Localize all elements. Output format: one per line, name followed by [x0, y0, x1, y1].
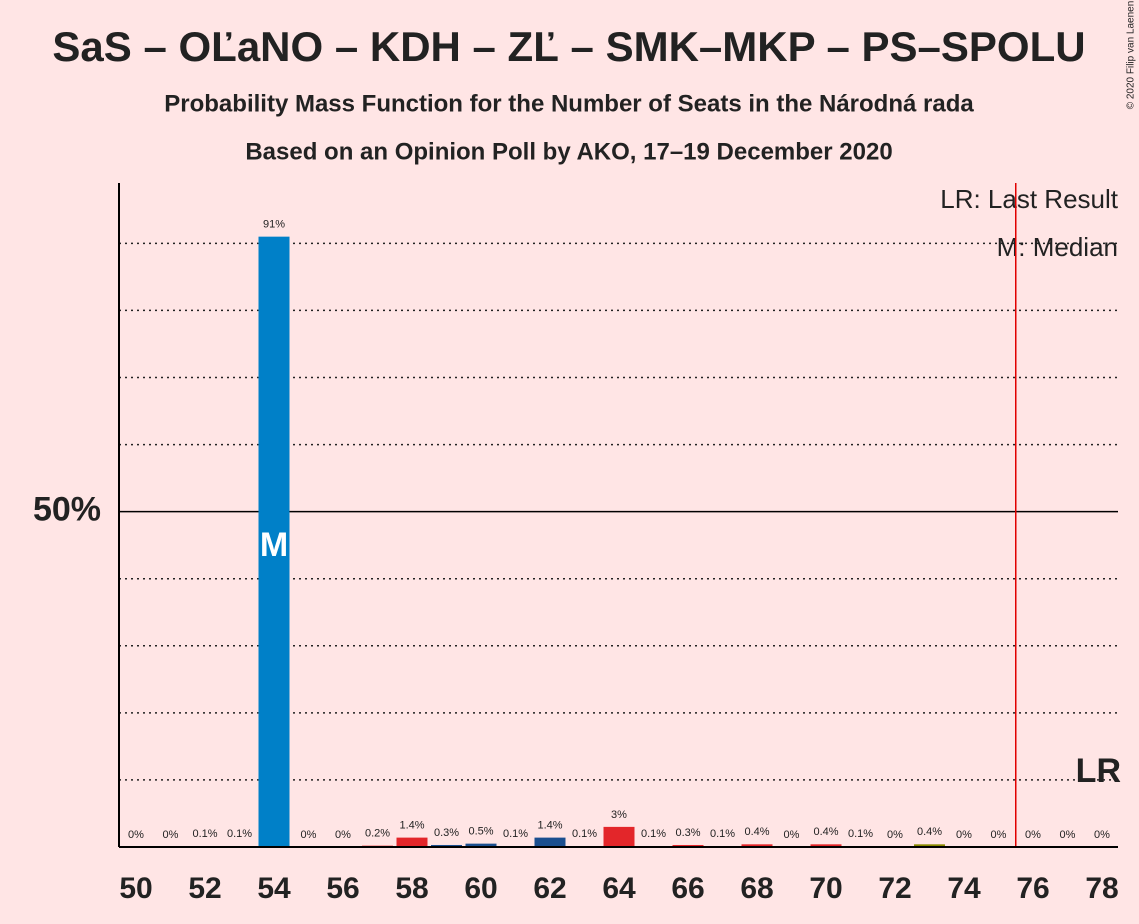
x-tick-label: 58 [395, 872, 428, 905]
x-tick-label: 66 [671, 872, 704, 905]
x-tick-label: 74 [947, 872, 981, 905]
bar [431, 844, 462, 847]
bar [741, 844, 773, 847]
data-label: 0.1% [572, 828, 597, 840]
data-label: 91% [263, 219, 285, 231]
data-label: 0.4% [917, 826, 942, 838]
data-label: 0.3% [675, 827, 700, 839]
bar [534, 837, 566, 847]
data-label: 0.1% [641, 828, 666, 840]
data-label: 0.1% [192, 828, 217, 840]
bar [603, 826, 635, 847]
bar [465, 843, 497, 847]
bar [810, 844, 842, 847]
data-label: 0.1% [227, 828, 252, 840]
last-result-label: LR [1076, 752, 1121, 790]
data-label: 0% [1094, 829, 1110, 841]
data-label: 3% [611, 809, 627, 821]
data-label: 0.2% [365, 828, 390, 840]
bar [396, 837, 428, 847]
data-label: 0% [956, 829, 972, 841]
bar [914, 844, 945, 847]
chart-subtitle: Based on an Opinion Poll by AKO, 17–19 D… [245, 138, 892, 165]
data-label: 0.5% [468, 826, 493, 838]
bar [672, 844, 704, 847]
x-tick-label: 60 [464, 872, 497, 905]
x-tick-label: 52 [188, 872, 221, 905]
chart-subtitle: Probability Mass Function for the Number… [164, 90, 974, 117]
data-label: 0% [301, 829, 317, 841]
x-tick-label: 72 [878, 872, 911, 905]
chart-title: SaS – OĽaNO – KDH – ZĽ – SMK–MKP – PS–SP… [52, 23, 1085, 70]
data-label: 0.4% [813, 826, 838, 838]
data-label: 0.4% [744, 826, 769, 838]
bar [258, 236, 290, 848]
data-label: 0% [163, 829, 179, 841]
data-label: 1.4% [537, 820, 562, 832]
x-tick-label: 64 [602, 872, 636, 905]
x-tick-label: 70 [809, 872, 842, 905]
copyright: © 2020 Filip van Laenen [1126, 1, 1137, 110]
data-label: 0% [1060, 829, 1076, 841]
x-tick-label: 68 [740, 872, 773, 905]
x-tick-label: 62 [533, 872, 566, 905]
median-marker: M [260, 526, 288, 564]
data-label: 0% [887, 829, 903, 841]
data-label: 0% [128, 829, 144, 841]
legend-entry: M: Median [997, 232, 1118, 262]
data-label: 0% [784, 829, 800, 841]
y-tick-label: 50% [33, 491, 101, 529]
legend-entry: LR: Last Result [940, 184, 1119, 214]
data-label: 0.1% [710, 828, 735, 840]
x-tick-label: 76 [1016, 872, 1049, 905]
x-tick-label: 50 [119, 872, 152, 905]
x-tick-label: 56 [326, 872, 359, 905]
data-label: 0% [991, 829, 1007, 841]
x-tick-label: 54 [257, 872, 291, 905]
x-tick-label: 78 [1085, 872, 1118, 905]
data-label: 0.1% [503, 828, 528, 840]
data-label: 0.1% [848, 828, 873, 840]
data-label: 0.3% [434, 827, 459, 839]
data-label: 1.4% [399, 820, 424, 832]
data-label: 0% [1025, 829, 1041, 841]
data-label: 0% [335, 829, 351, 841]
